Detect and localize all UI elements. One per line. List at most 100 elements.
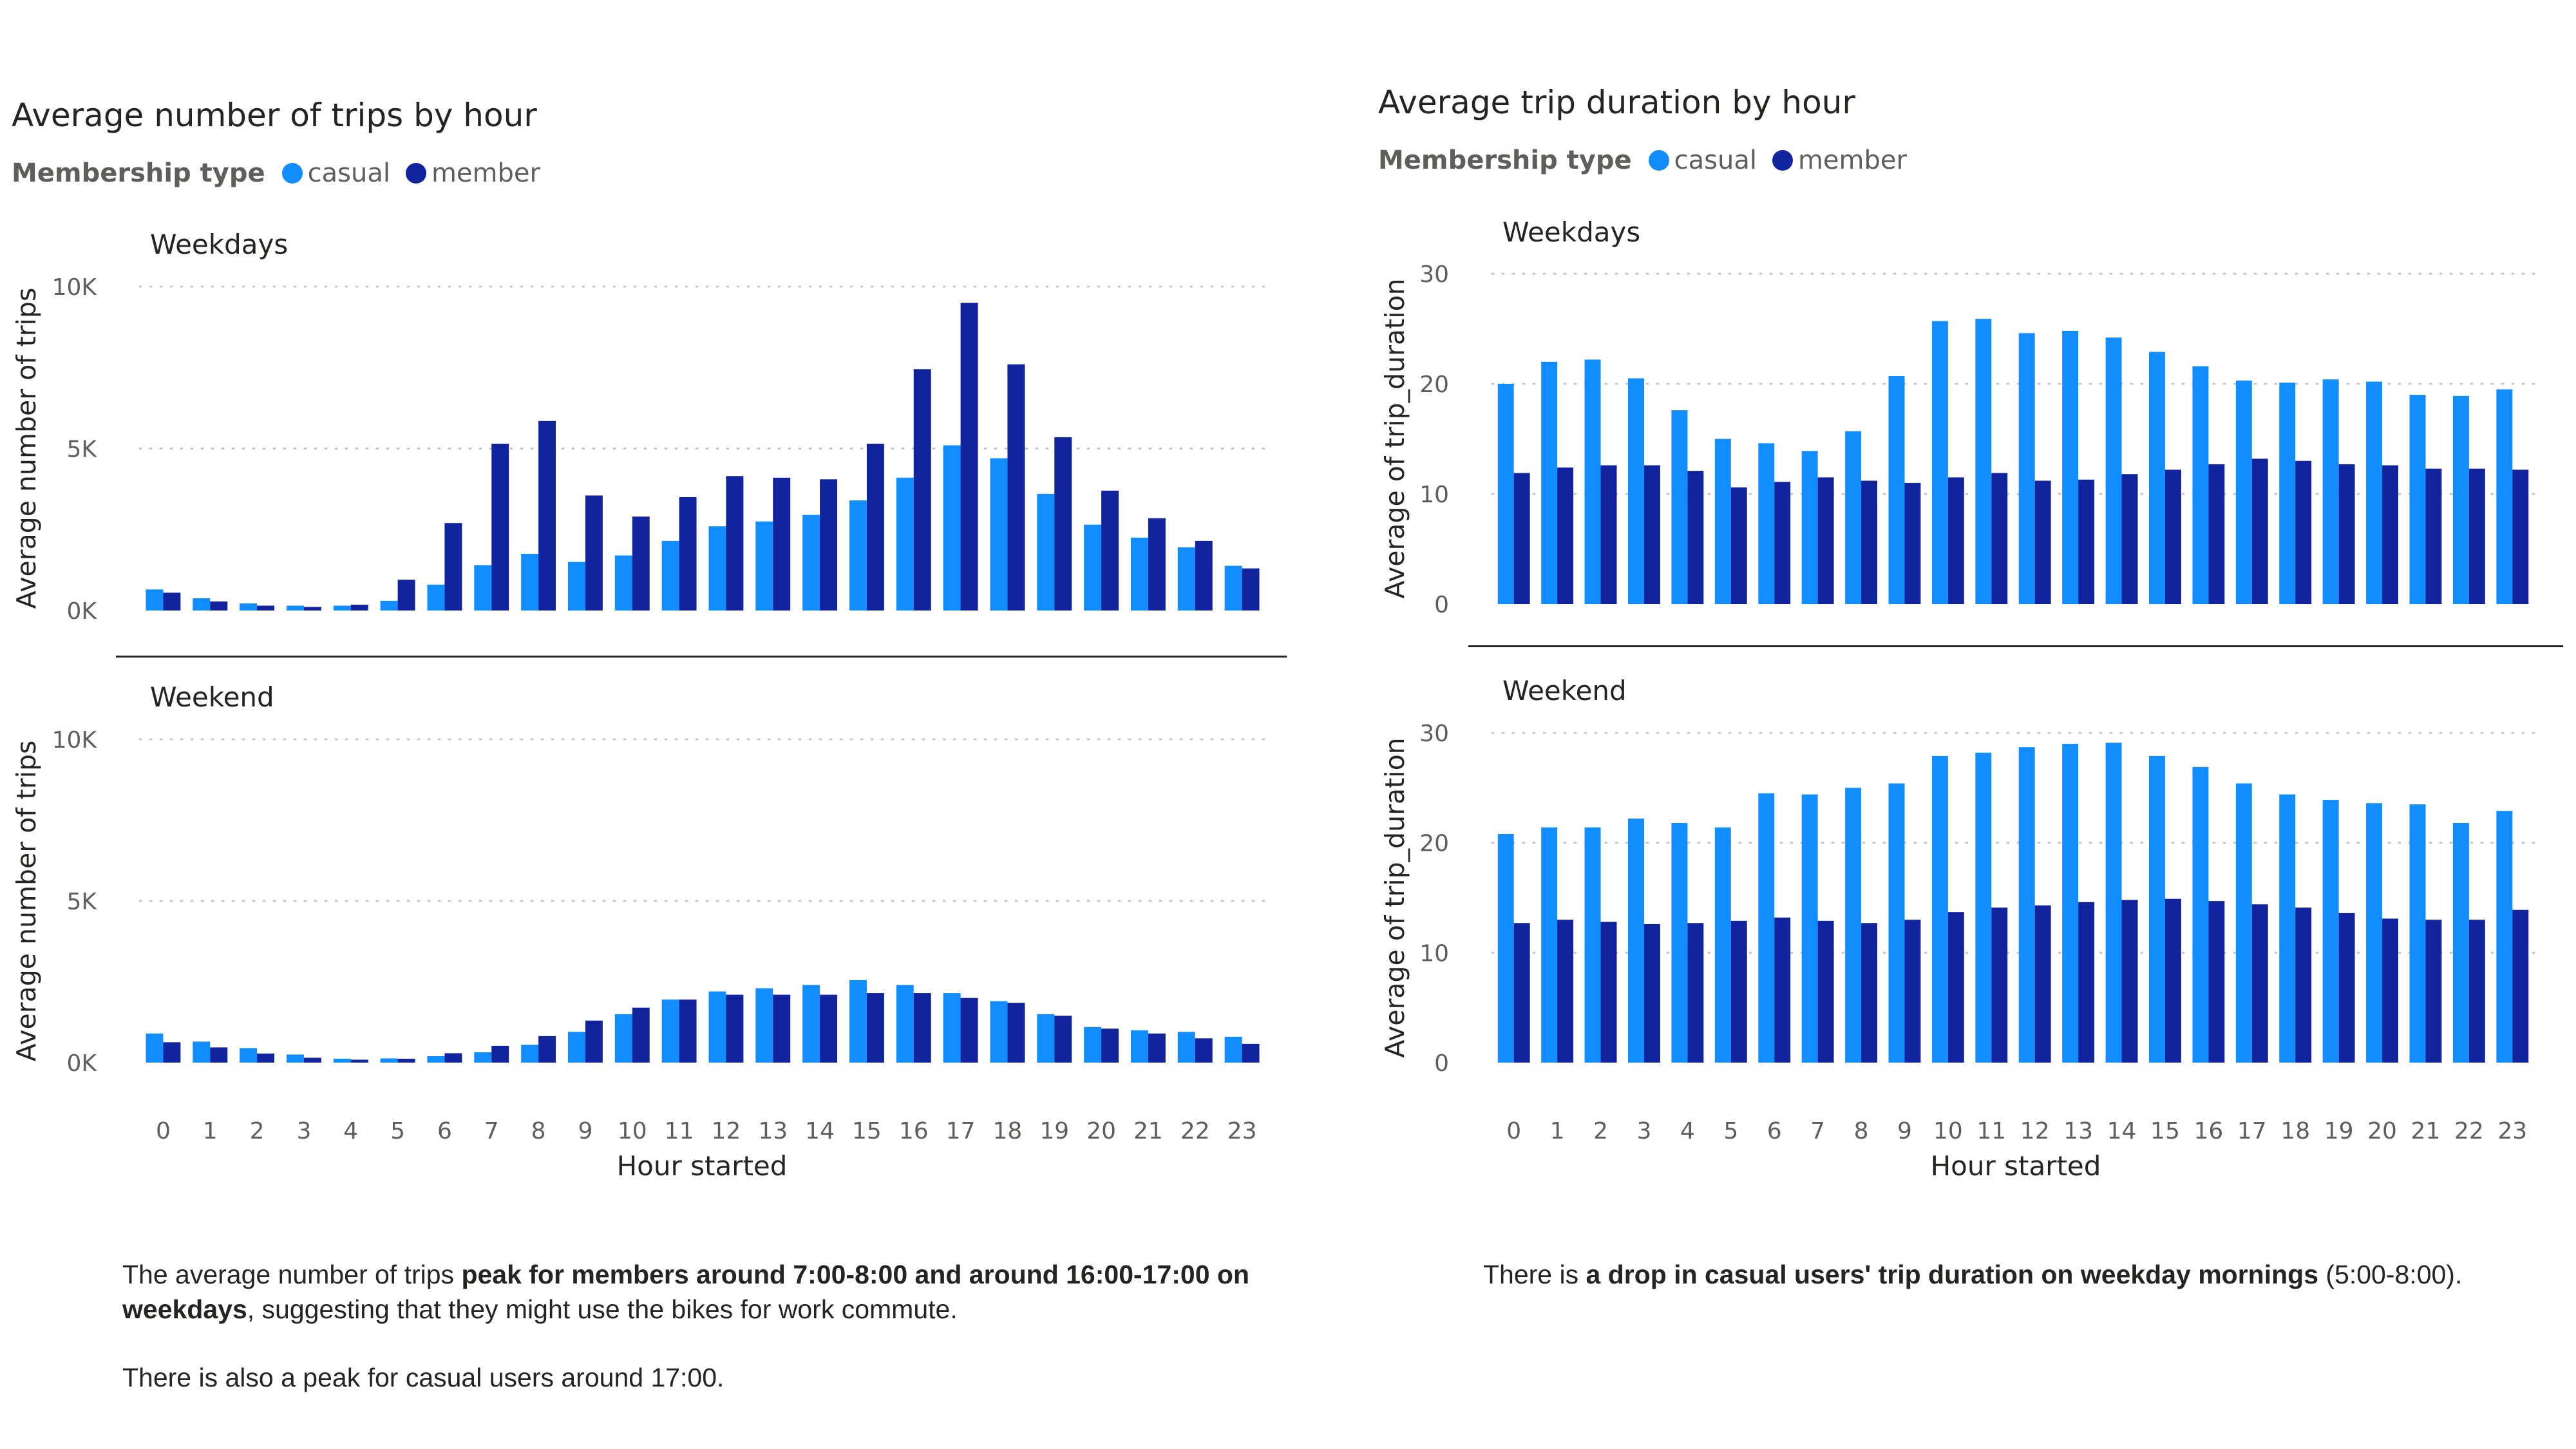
x-tick-label: 15 bbox=[2150, 1118, 2180, 1144]
bar-casual-7 bbox=[474, 565, 492, 611]
x-tick-label: 10 bbox=[618, 1118, 647, 1144]
x-tick-label: 14 bbox=[2107, 1118, 2137, 1144]
bar-member-22 bbox=[1195, 1038, 1213, 1063]
bar-member-14 bbox=[820, 994, 838, 1063]
x-tick-label: 3 bbox=[1637, 1118, 1652, 1144]
bar-casual-2 bbox=[1584, 359, 1601, 604]
bar-member-2 bbox=[257, 605, 275, 611]
bar-casual-15 bbox=[2149, 755, 2165, 1063]
bar-casual-21 bbox=[1130, 537, 1148, 611]
bar-member-12 bbox=[2034, 905, 2051, 1063]
bar-casual-3 bbox=[286, 1054, 304, 1063]
bar-member-9 bbox=[1904, 920, 1921, 1063]
left-note-p2: There is also a peak for casual users ar… bbox=[122, 1363, 724, 1392]
bar-member-10 bbox=[632, 1007, 650, 1063]
bar-member-3 bbox=[303, 1057, 321, 1063]
bar-member-19 bbox=[2338, 913, 2355, 1063]
bar-casual-0 bbox=[1497, 834, 1514, 1063]
bar-member-6 bbox=[1774, 917, 1791, 1063]
bar-member-4 bbox=[1687, 471, 1704, 604]
bar-casual-4 bbox=[333, 605, 351, 611]
right-note-emphasis: a drop in casual users' trip duration on… bbox=[1586, 1260, 2319, 1289]
bar-member-15 bbox=[866, 993, 884, 1063]
bar-member-15 bbox=[2164, 469, 2181, 604]
bar-casual-10 bbox=[614, 1014, 632, 1063]
right-legend-item-member[interactable]: member bbox=[1772, 146, 1907, 175]
bar-member-5 bbox=[1730, 487, 1747, 604]
left-note-emphasis: peak for members around 7:00-8:00 and ar… bbox=[122, 1260, 1249, 1324]
bar-casual-13 bbox=[755, 988, 773, 1063]
bar-casual-3 bbox=[1628, 819, 1644, 1063]
bar-casual-22 bbox=[2452, 395, 2469, 604]
bar-casual-6 bbox=[427, 1056, 445, 1063]
bar-member-16 bbox=[2208, 901, 2225, 1063]
bar-casual-8 bbox=[1845, 431, 1862, 604]
bar-member-6 bbox=[444, 523, 462, 611]
right-bottom-subtitle: Weekend bbox=[1502, 675, 1627, 706]
right-legend-item-casual[interactable]: casual bbox=[1648, 146, 1757, 175]
bar-casual-0 bbox=[146, 589, 164, 611]
bar-casual-21 bbox=[2409, 804, 2426, 1063]
bar-casual-10 bbox=[1931, 755, 1948, 1063]
x-tick-label: 0 bbox=[156, 1118, 171, 1144]
bar-casual-5 bbox=[380, 1058, 398, 1063]
bar-casual-8 bbox=[521, 1045, 539, 1063]
y-tick-label: 10 bbox=[1419, 482, 1449, 508]
bar-casual-1 bbox=[1541, 827, 1558, 1063]
bar-casual-17 bbox=[943, 993, 961, 1063]
bar-member-18 bbox=[2295, 907, 2312, 1063]
bar-member-0 bbox=[163, 592, 181, 611]
bar-casual-11 bbox=[661, 540, 679, 611]
bar-casual-16 bbox=[2192, 366, 2209, 604]
bar-member-7 bbox=[1817, 920, 1834, 1063]
bar-member-20 bbox=[2382, 465, 2398, 604]
bar-casual-10 bbox=[1931, 321, 1948, 604]
bar-casual-9 bbox=[567, 562, 585, 611]
bar-casual-22 bbox=[1177, 547, 1195, 611]
bar-member-12 bbox=[726, 994, 744, 1063]
bar-casual-10 bbox=[614, 555, 632, 611]
bar-casual-15 bbox=[849, 500, 867, 611]
bar-member-13 bbox=[2078, 902, 2095, 1063]
bar-casual-2 bbox=[1584, 827, 1601, 1063]
x-axis-label: Hour started bbox=[617, 1150, 788, 1182]
bar-casual-3 bbox=[286, 605, 304, 611]
left-chart-title: Average number of trips by hour bbox=[12, 97, 537, 134]
bar-casual-23 bbox=[2496, 389, 2513, 604]
x-tick-label: 12 bbox=[2020, 1118, 2050, 1144]
bar-casual-11 bbox=[1975, 319, 1992, 604]
bar-casual-19 bbox=[2322, 800, 2339, 1063]
member-dot-icon bbox=[405, 163, 426, 184]
bar-member-12 bbox=[726, 476, 744, 611]
x-tick-label: 19 bbox=[2324, 1118, 2354, 1144]
x-tick-label: 13 bbox=[758, 1118, 788, 1144]
bar-casual-15 bbox=[2149, 352, 2165, 604]
bar-member-23 bbox=[2512, 909, 2529, 1063]
left-legend-item-member[interactable]: member bbox=[405, 158, 540, 188]
bar-casual-18 bbox=[990, 458, 1008, 611]
bar-casual-6 bbox=[1758, 793, 1775, 1063]
bar-member-11 bbox=[1991, 907, 2008, 1063]
y-axis-label: Average number of trips bbox=[11, 741, 42, 1062]
left-bottom-subtitle: Weekend bbox=[150, 681, 274, 713]
y-tick-label: 30 bbox=[1419, 261, 1449, 288]
x-tick-label: 23 bbox=[1227, 1118, 1257, 1144]
x-tick-label: 18 bbox=[993, 1118, 1023, 1144]
bar-member-17 bbox=[960, 303, 978, 611]
y-axis-label: Average of trip_duration bbox=[1379, 278, 1410, 598]
x-tick-label: 19 bbox=[1039, 1118, 1069, 1144]
bar-member-20 bbox=[1101, 1028, 1119, 1063]
bar-casual-22 bbox=[2452, 822, 2469, 1063]
bar-member-1 bbox=[1557, 467, 1574, 604]
left-legend-item-casual[interactable]: casual bbox=[281, 158, 390, 188]
bar-casual-19 bbox=[1037, 1014, 1055, 1063]
x-tick-label: 11 bbox=[1976, 1118, 2006, 1144]
bar-member-22 bbox=[2468, 920, 2485, 1063]
bar-member-1 bbox=[210, 1047, 228, 1063]
bar-casual-2 bbox=[240, 603, 258, 611]
bar-member-10 bbox=[1947, 912, 1964, 1063]
x-tick-label: 7 bbox=[484, 1118, 499, 1144]
x-tick-label: 14 bbox=[805, 1118, 835, 1144]
right-legend: Membership type casual member bbox=[1378, 146, 1922, 175]
bar-member-21 bbox=[1148, 1033, 1166, 1063]
